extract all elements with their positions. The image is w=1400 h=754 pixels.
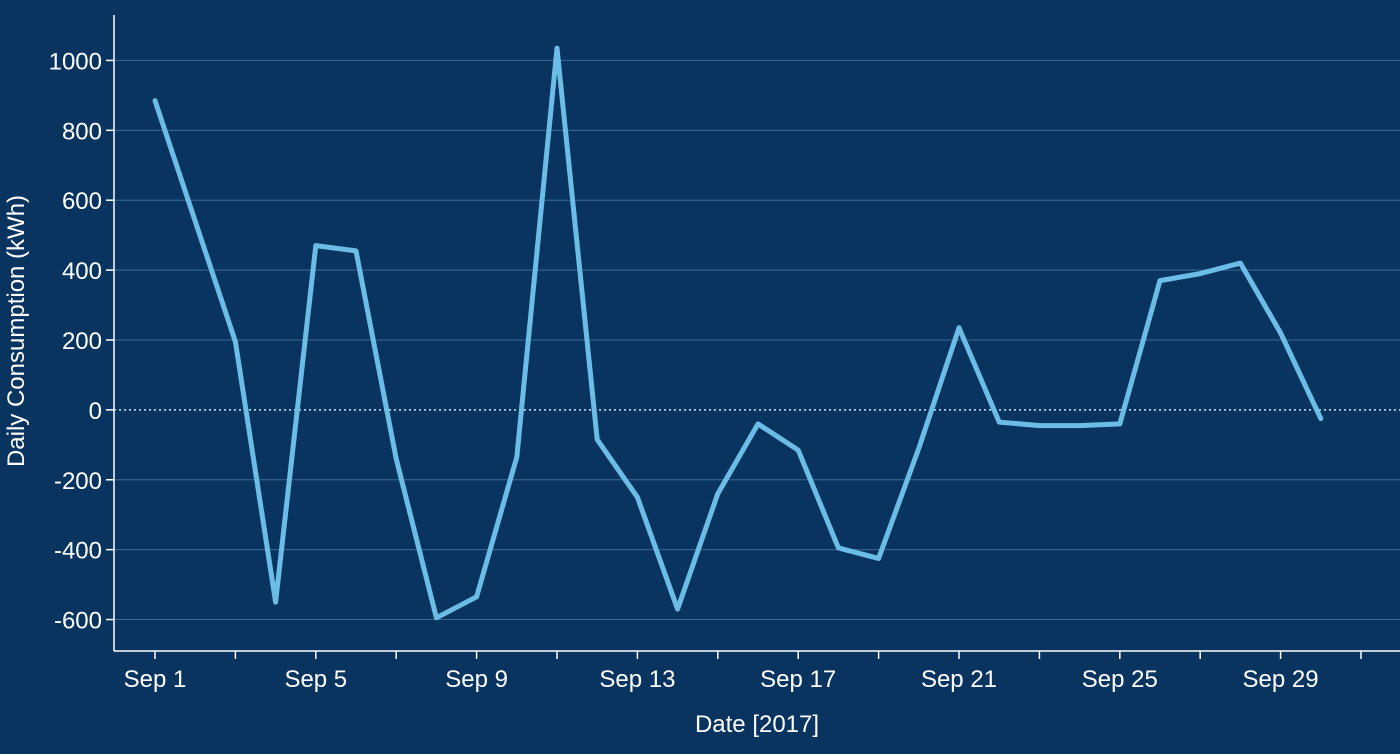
gridlines <box>114 59 1400 621</box>
y-tick-label: -200 <box>54 468 102 495</box>
y-tick-label: 0 <box>89 398 102 425</box>
y-axis-ticks: -600 -400 -200 0 200 400 600 800 1000 <box>49 48 114 635</box>
y-tick-label: -400 <box>54 538 102 565</box>
series-layer <box>152 45 1324 621</box>
y-axis-title: Daily Consumption (kWh) <box>3 195 30 467</box>
y-tick-label: 400 <box>62 258 102 285</box>
x-axis-ticks: Sep 1 Sep 5 Sep 9 Sep 13 Sep 17 Sep 21 Sep 25 S… <box>124 651 1362 693</box>
y-tick-label: -600 <box>54 608 102 635</box>
y-tick-label: 200 <box>62 328 102 355</box>
x-tick-label: Sep 17 <box>760 666 836 693</box>
x-tick-label: Sep 29 <box>1243 666 1319 693</box>
x-tick-label: Sep 21 <box>921 666 997 693</box>
x-tick-label: Sep 1 <box>124 666 187 693</box>
axes <box>113 15 1400 652</box>
x-axis-title: Date [2017] <box>695 711 819 738</box>
y-tick-label: 800 <box>62 118 102 145</box>
x-tick-label: Sep 13 <box>599 666 675 693</box>
x-tick-label: Sep 5 <box>284 666 347 693</box>
x-tick-label: Sep 9 <box>445 666 508 693</box>
x-tick-label: Sep 25 <box>1082 666 1158 693</box>
y-tick-label: 1000 <box>49 48 102 75</box>
y-tick-label: 600 <box>62 188 102 215</box>
series-line <box>152 45 1324 621</box>
